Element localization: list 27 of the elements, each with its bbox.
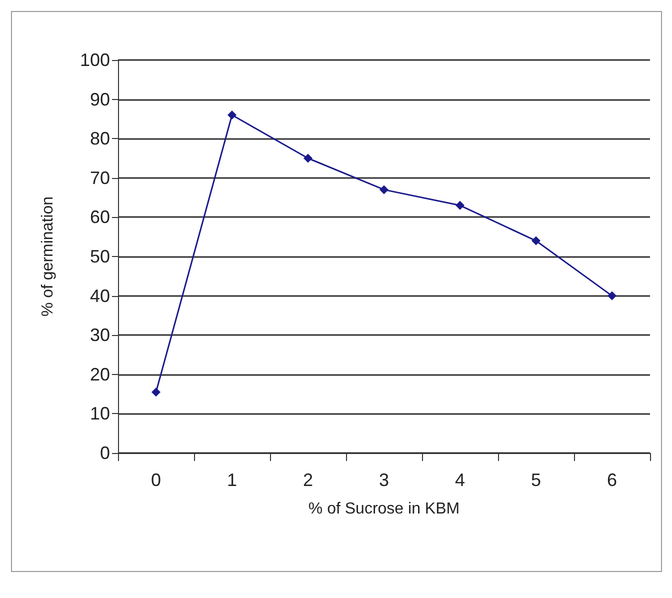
y-tick-label: 10 — [90, 404, 110, 424]
point — [608, 291, 616, 300]
x-tick-label: 2 — [302, 470, 314, 490]
x-tick-label: 0 — [150, 470, 162, 490]
x-tick-label: 4 — [454, 470, 466, 490]
y-tick-label: 20 — [90, 364, 110, 384]
y-tick-label: 40 — [90, 286, 110, 306]
point — [304, 154, 312, 163]
x-tick-label: 3 — [378, 470, 390, 490]
y-tick-label: 60 — [90, 207, 110, 228]
x-tick-label: 6 — [606, 470, 618, 490]
y-tick-label: 90 — [90, 89, 110, 110]
point — [152, 388, 160, 397]
y-axis-title: % of germination — [40, 196, 56, 317]
point — [228, 110, 236, 120]
x-tick-label: 1 — [226, 470, 238, 490]
y-tick-label: 50 — [90, 246, 110, 266]
x-tick-label: 5 — [530, 470, 542, 490]
x-axis-title: % of Sucrose in KBM — [308, 500, 460, 518]
y-tick-label: 100 — [80, 50, 110, 70]
y-tick-label: 30 — [90, 325, 110, 346]
point — [380, 185, 388, 194]
point — [456, 200, 464, 210]
point — [532, 236, 540, 246]
y-tick-label: 80 — [90, 128, 110, 149]
y-tick-label: 70 — [90, 168, 110, 188]
y-tick-label: 0 — [100, 443, 110, 463]
